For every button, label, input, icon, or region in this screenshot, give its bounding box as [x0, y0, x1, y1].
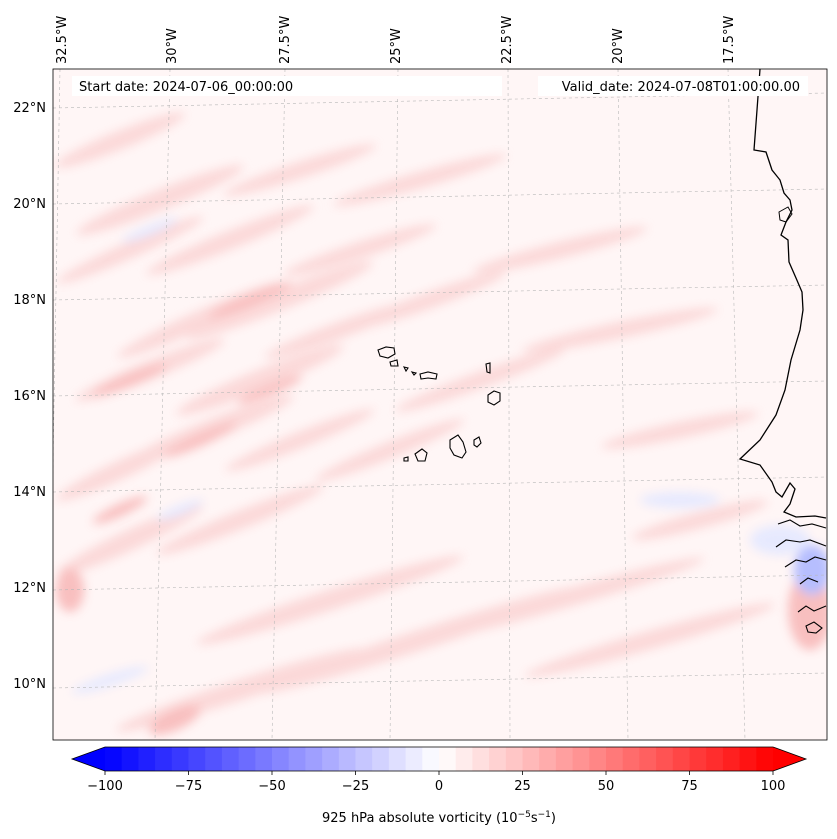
map-frame — [52, 68, 828, 741]
lon-label: 20°W — [611, 28, 626, 64]
lat-label: 10°N — [13, 677, 46, 692]
colorbar-cell — [255, 747, 273, 771]
colorbar-cell — [539, 747, 557, 771]
colorbar-tick-label: 50 — [598, 779, 615, 794]
colorbar-cell — [272, 747, 290, 771]
map-panel: Start date: 2024-07-06_00:00:00 Valid_da… — [52, 68, 828, 741]
lat-label: 14°N — [13, 485, 46, 500]
colorbar-cell — [739, 747, 757, 771]
colorbar: −100 −75 −50 −25 0 25 50 75 100 925 hPa absolute… — [70, 746, 808, 826]
colorbar-cells — [105, 747, 774, 771]
colorbar-cell — [405, 747, 423, 771]
cape-verde-islands — [377, 346, 501, 462]
colorbar-cell — [372, 747, 390, 771]
colorbar-cell — [756, 747, 774, 771]
valid-date-label: Valid_date: 2024-07-08T01:00:00.00 — [562, 80, 800, 95]
colorbar-cell — [689, 747, 707, 771]
lon-label: 17.5°W — [722, 16, 737, 64]
colorbar-cell — [221, 747, 240, 771]
colorbar-cell — [155, 747, 173, 771]
positive-vorticity-streaks — [55, 112, 775, 732]
longitude-labels: 32.5°W 30°W 27.5°W 25°W 22.5°W 20°W 17.5… — [55, 16, 737, 64]
colorbar-cell — [706, 747, 724, 771]
lat-label: 12°N — [13, 581, 46, 596]
valid-date-box — [538, 76, 808, 96]
colorbar-cell — [639, 747, 657, 771]
lon-label: 32.5°W — [55, 16, 70, 64]
colorbar-tick-label: 100 — [761, 779, 786, 794]
colorbar-tick-label: −100 — [87, 779, 123, 794]
lat-label: 20°N — [13, 197, 46, 212]
colorbar-tick-label: −25 — [342, 779, 369, 794]
colorbar-cell — [305, 747, 323, 771]
colorbar-cell — [205, 747, 223, 771]
start-date-box — [72, 76, 502, 96]
colorbar-tick-label: −75 — [175, 779, 202, 794]
colorbar-cell — [238, 747, 256, 771]
lon-label: 30°W — [165, 28, 180, 64]
strong-positive-vorticity — [56, 282, 827, 735]
colorbar-cell — [622, 747, 640, 771]
colorbar-cell — [606, 747, 624, 771]
west-africa-coastline — [738, 68, 827, 519]
colorbar-label: 925 hPa absolute vorticity (10−5s−1) — [322, 810, 556, 826]
colorbar-cell — [188, 747, 206, 771]
lon-label: 22.5°W — [500, 16, 515, 64]
colorbar-cell — [121, 747, 139, 771]
colorbar-cell — [722, 747, 741, 771]
colorbar-tick-label: 75 — [681, 779, 698, 794]
colorbar-tick-label: 25 — [514, 779, 531, 794]
start-date-label: Start date: 2024-07-06_00:00:00 — [79, 80, 293, 95]
colorbar-min-extension — [72, 747, 105, 771]
colorbar-tick-label: 0 — [435, 779, 443, 794]
colorbar-cell — [572, 747, 590, 771]
colorbar-cell — [355, 747, 373, 771]
colorbar-cell — [455, 747, 473, 771]
colorbar-cell — [672, 747, 691, 771]
colorbar-cell — [505, 747, 524, 771]
lon-label: 25°W — [389, 28, 404, 64]
colorbar-cell — [522, 747, 540, 771]
colorbar-cell — [589, 747, 607, 771]
colorbar-cell — [422, 747, 440, 771]
lat-label: 18°N — [13, 293, 46, 308]
vorticity-field — [55, 112, 827, 735]
colorbar-cell — [171, 747, 190, 771]
colorbar-cell — [439, 747, 457, 771]
colorbar-tick-label: −50 — [258, 779, 285, 794]
latitude-labels: 22°N 20°N 18°N 16°N 14°N 12°N 10°N — [13, 101, 46, 692]
lat-label: 16°N — [13, 389, 46, 404]
lon-label: 27.5°W — [278, 16, 293, 64]
colorbar-cell — [388, 747, 407, 771]
colorbar-ticks: −100 −75 −50 −25 0 25 50 75 100 — [87, 771, 785, 794]
colorbar-cell — [656, 747, 674, 771]
colorbar-max-extension — [773, 747, 806, 771]
colorbar-cell — [138, 747, 156, 771]
colorbar-cell — [288, 747, 306, 771]
colorbar-cell — [338, 747, 357, 771]
colorbar-cell — [555, 747, 574, 771]
colorbar-cell — [322, 747, 340, 771]
coastal-island — [778, 206, 793, 223]
colorbar-cell — [489, 747, 507, 771]
guinea-coastline — [775, 519, 827, 634]
colorbar-cell — [472, 747, 490, 771]
lat-label: 22°N — [13, 101, 46, 116]
gridlines — [53, 69, 827, 740]
colorbar-cell — [105, 747, 123, 771]
negative-vorticity-patches — [71, 217, 810, 694]
coastal-negative-vorticity — [794, 545, 827, 595]
